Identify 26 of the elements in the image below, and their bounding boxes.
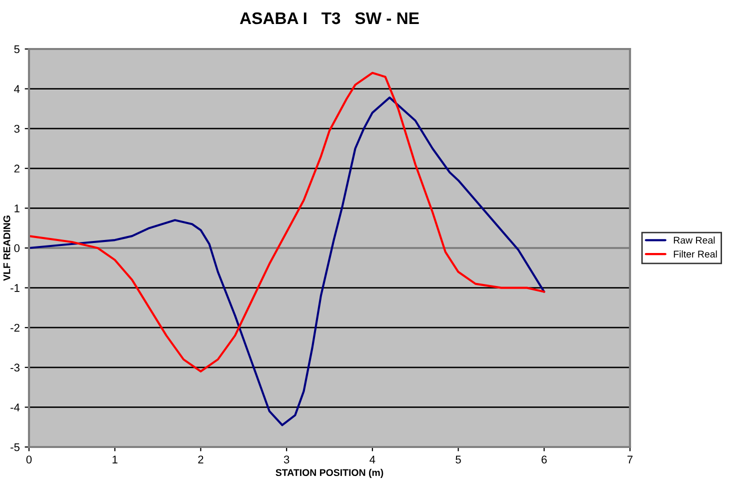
y-tick-label: 0 [14,244,20,252]
x-tick-label: 0 [26,456,32,464]
x-tick-label: 4 [370,456,376,464]
y-tick-label: 5 [14,45,20,54]
x-tick-label: 2 [198,456,204,464]
y-tick-label: -2 [10,324,20,332]
chart-title: ASABA I T3 SW - NE [240,12,419,24]
y-tick-label: -4 [10,404,20,412]
y-tick-label: -3 [10,364,20,372]
x-axis-title: STATION POSITION (m) [276,468,384,478]
x-tick-label: 3 [284,456,290,464]
x-tick-label: 6 [542,456,547,464]
y-tick-label: 2 [14,164,20,172]
line-series [29,72,546,372]
y-tick-label: -1 [10,284,20,292]
line-series [29,96,546,426]
legend-label: Raw Real [674,236,715,244]
x-tick-label: 5 [456,456,461,464]
y-tick-label: 3 [14,124,20,133]
y-tick-label: 4 [14,85,20,93]
y-tick-label: 1 [14,204,20,212]
x-tick-label: 1 [112,456,118,464]
legend-label: Filter Real [674,250,717,258]
y-tick-label: -5 [10,443,20,452]
x-tick-label: 7 [627,456,633,464]
y-axis-title: VLF READING [3,216,10,281]
